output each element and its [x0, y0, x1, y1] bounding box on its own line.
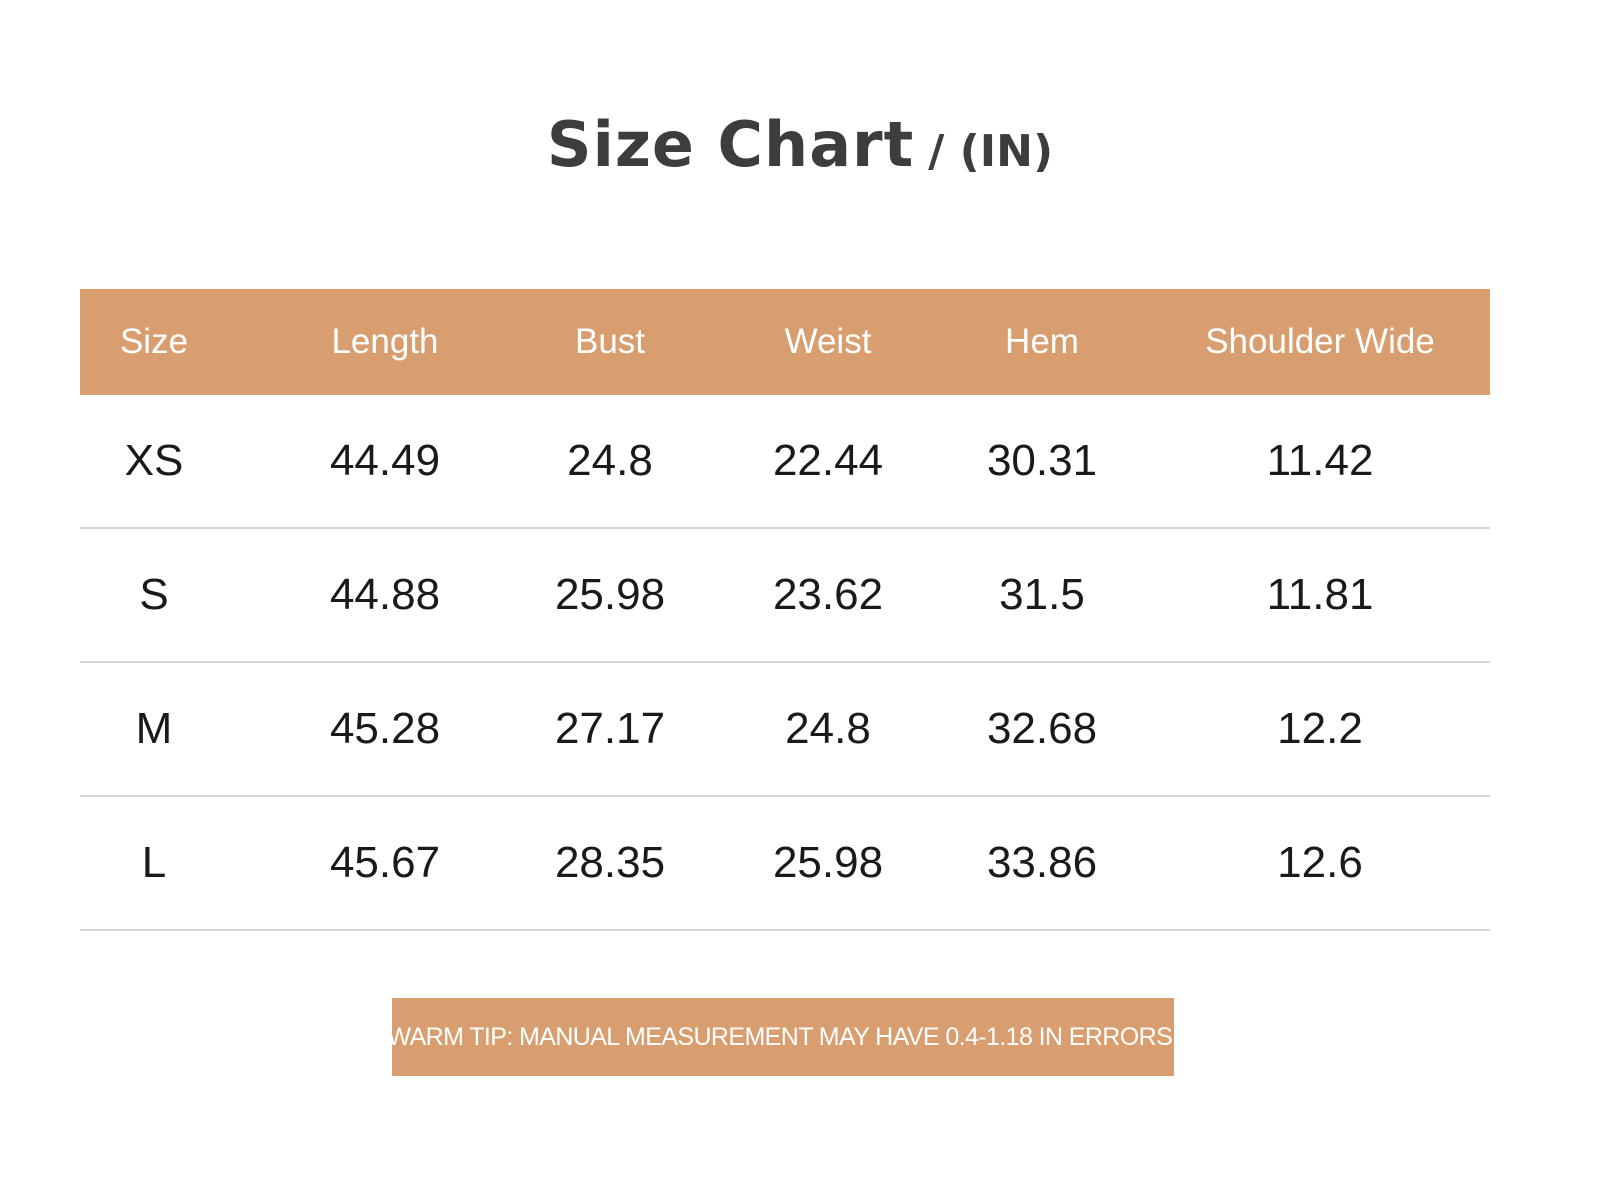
cell-shoulder-wide: 11.81 [1266, 570, 1374, 619]
cell-length: 45.67 [329, 838, 441, 887]
table-row: L 45.67 28.35 25.98 33.86 12.6 [80, 797, 1490, 931]
table-header: Size Length Bust Weist Hem Shoulder Wide [80, 289, 1490, 395]
cell-hem: 33.86 [986, 838, 1098, 887]
cell-hem: 30.31 [986, 436, 1098, 485]
table-row: M 45.28 27.17 24.8 32.68 12.2 [80, 663, 1490, 797]
header-length: Length [331, 322, 439, 361]
header-bust: Bust [574, 322, 646, 361]
cell-bust: 25.98 [554, 570, 666, 619]
cell-shoulder-wide: 12.2 [1277, 704, 1363, 753]
header-hem: Hem [1005, 322, 1079, 361]
cell-length: 44.88 [329, 570, 441, 619]
cell-bust: 24.8 [567, 436, 653, 485]
header-size: Size [119, 322, 189, 361]
table-row: S 44.88 25.98 23.62 31.5 11.81 [80, 529, 1490, 663]
cell-weist: 25.98 [772, 838, 884, 887]
cell-hem: 31.5 [999, 570, 1085, 619]
cell-length: 44.49 [329, 436, 441, 485]
table-row: XS 44.49 24.8 22.44 30.31 11.42 [80, 395, 1490, 529]
cell-size: L [141, 838, 167, 887]
warm-tip-banner: WARM TIP: MANUAL MEASUREMENT MAY HAVE 0.… [388, 998, 1179, 1076]
cell-shoulder-wide: 11.42 [1266, 436, 1374, 485]
header-shoulder-wide: Shoulder Wide [1205, 322, 1435, 361]
title-main: Size Chart [546, 108, 915, 181]
cell-length: 45.28 [329, 704, 441, 753]
cell-size: XS [124, 436, 184, 485]
cell-weist: 24.8 [785, 704, 871, 753]
page-title: Size Chart / (IN) [0, 108, 1600, 181]
header-weist: Weist [784, 322, 872, 361]
cell-hem: 32.68 [986, 704, 1098, 753]
size-table: Size Length Bust Weist Hem Shoulder Wide… [80, 289, 1490, 931]
cell-weist: 23.62 [772, 570, 884, 619]
cell-size: S [139, 570, 169, 619]
cell-bust: 28.35 [554, 838, 666, 887]
cell-weist: 22.44 [772, 436, 884, 485]
cell-size: M [135, 704, 173, 753]
title-unit: / (IN) [928, 126, 1054, 177]
cell-bust: 27.17 [554, 704, 666, 753]
cell-shoulder-wide: 12.6 [1277, 838, 1363, 887]
